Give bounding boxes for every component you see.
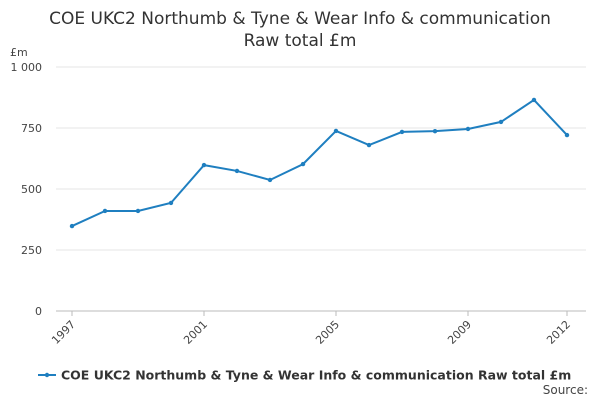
data-point — [498, 119, 504, 125]
legend-label: COE UKC2 Northumb & Tyne & Wear Info & c… — [61, 368, 571, 383]
data-point — [168, 200, 174, 206]
data-point — [234, 168, 240, 174]
data-point — [102, 208, 108, 214]
legend-marker — [44, 372, 50, 378]
data-point — [69, 223, 75, 229]
x-tick-label: 1997 — [49, 318, 78, 347]
data-point — [267, 177, 273, 183]
y-tick-label: 250 — [21, 244, 42, 257]
y-tick-label: 0 — [35, 305, 42, 318]
x-tick-label: 2005 — [313, 318, 342, 347]
chart-title: Raw total £m — [244, 31, 357, 51]
data-point — [135, 208, 141, 214]
data-point — [333, 128, 339, 134]
data-point — [564, 132, 570, 138]
source: Source: — [543, 383, 588, 397]
series-line — [71, 98, 568, 227]
y-tick-label: 1 000 — [11, 61, 43, 74]
y-tick-label: 500 — [21, 183, 42, 196]
data-point — [432, 128, 438, 134]
data-point — [531, 97, 537, 103]
data-point — [366, 142, 372, 148]
data-point — [399, 129, 405, 135]
chart-title: COE UKC2 Northumb & Tyne & Wear Info & c… — [49, 9, 551, 29]
data-point — [300, 161, 306, 167]
data-point — [465, 126, 471, 132]
x-tick-label: 2009 — [445, 318, 474, 347]
y-tick-label: 750 — [21, 122, 42, 135]
y-axis-label: £m — [10, 46, 28, 59]
data-point — [201, 162, 207, 168]
x-tick-label: 2012 — [544, 318, 573, 347]
x-tick-label: 2001 — [181, 318, 210, 347]
